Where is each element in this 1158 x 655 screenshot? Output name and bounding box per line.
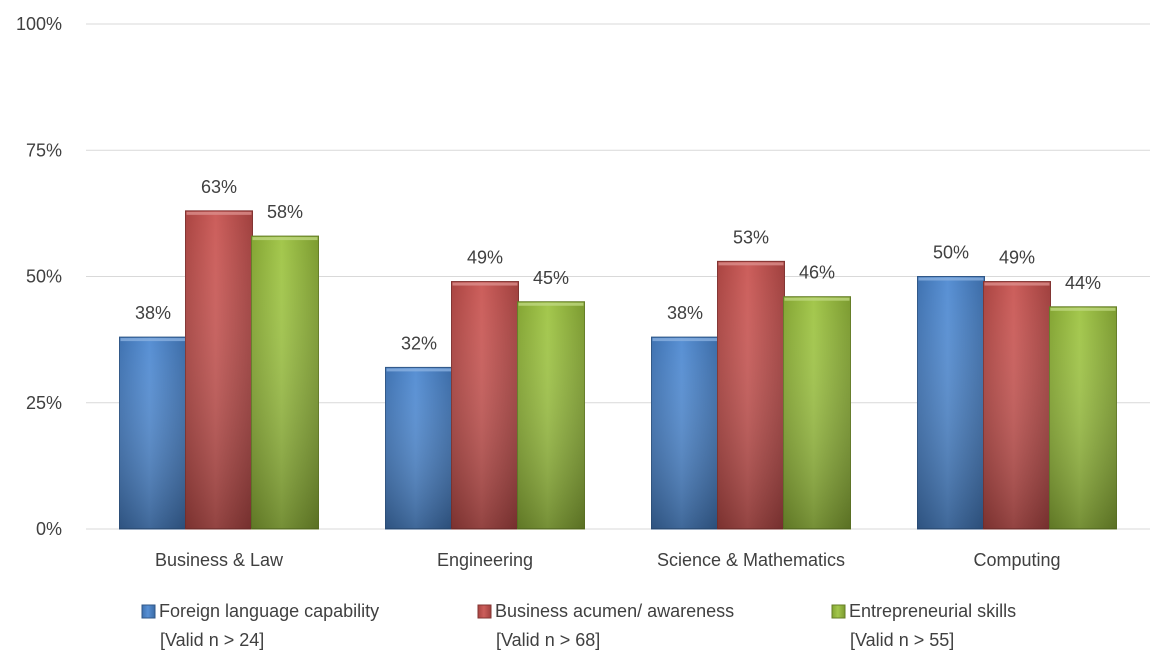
legend-swatch (832, 605, 845, 618)
y-tick-label: 75% (26, 140, 62, 160)
y-tick-label: 0% (36, 519, 62, 539)
legend-item: Business acumen/ awareness [Valid n > 68] (478, 601, 734, 650)
data-label: 45% (533, 268, 569, 288)
data-label: 32% (401, 333, 437, 353)
data-label: 46% (799, 263, 835, 283)
x-tick-label: Engineering (437, 550, 533, 570)
bar (984, 282, 1051, 529)
legend-swatch (142, 605, 155, 618)
data-label: 44% (1065, 273, 1101, 293)
bar (918, 277, 985, 530)
y-tick-label: 100% (16, 14, 62, 34)
data-label: 38% (135, 303, 171, 323)
bar (1050, 307, 1117, 529)
bar (784, 297, 851, 529)
data-label: 50% (933, 243, 969, 263)
bar (252, 236, 319, 529)
bar (652, 337, 719, 529)
data-label: 49% (467, 248, 503, 268)
legend-item: Entrepreneurial skills [Valid n > 55] (832, 601, 1016, 650)
category-labels: Business & Law Engineering Science & Mathe… (155, 550, 1061, 570)
bar (452, 282, 519, 529)
legend-label: Business acumen/ awareness (495, 601, 734, 621)
y-tick-label: 50% (26, 267, 62, 287)
data-label: 38% (667, 303, 703, 323)
x-tick-label: Science & Mathematics (657, 550, 845, 570)
bar (186, 211, 253, 529)
data-label: 63% (201, 177, 237, 197)
bar (120, 337, 187, 529)
y-tick-label: 25% (26, 393, 62, 413)
legend-swatch (478, 605, 491, 618)
legend-label: Entrepreneurial skills (849, 601, 1016, 621)
bar (718, 261, 785, 529)
bar (518, 302, 585, 529)
data-label: 53% (733, 227, 769, 247)
legend: Foreign language capability [Valid n > 24… (142, 601, 1016, 650)
x-tick-label: Computing (973, 550, 1060, 570)
x-tick-label: Business & Law (155, 550, 284, 570)
bar (386, 367, 453, 529)
y-axis-tick-labels: 0% 25% 50% 75% 100% (16, 14, 62, 539)
legend-item: Foreign language capability [Valid n > 24… (142, 601, 379, 650)
legend-label: Foreign language capability (159, 601, 379, 621)
data-label: 49% (999, 248, 1035, 268)
legend-note: [Valid n > 55] (850, 630, 954, 650)
data-label: 58% (267, 202, 303, 222)
legend-note: [Valid n > 68] (496, 630, 600, 650)
legend-note: [Valid n > 24] (160, 630, 264, 650)
